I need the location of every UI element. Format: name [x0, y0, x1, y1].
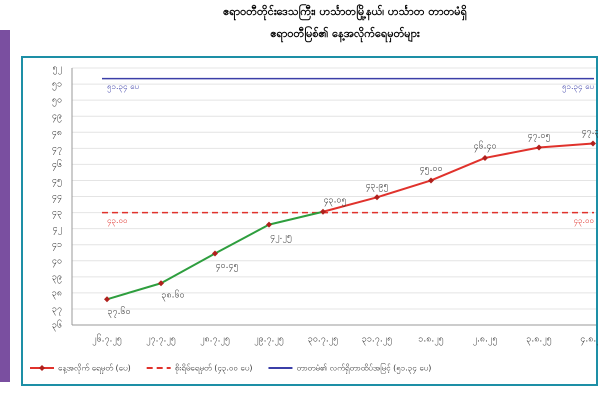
y-tick-label: ၄၈ — [52, 128, 62, 139]
x-tick-label: ၂၉.၇.၂၅ — [254, 335, 284, 346]
y-tick-label: ၄၂ — [53, 224, 62, 235]
line-segment — [214, 223, 270, 255]
line-segment — [268, 210, 324, 226]
data-point — [104, 296, 110, 303]
y-tick-label: ၅၁ — [52, 80, 62, 91]
line-segment — [376, 179, 432, 199]
y-tick-label: ၄၅ — [52, 176, 62, 187]
y-tick-label: ၄၇ — [52, 144, 62, 155]
y-tick-label: ၃၆ — [52, 320, 62, 332]
data-point — [482, 154, 488, 161]
data-point — [536, 144, 542, 151]
reference-label: ၅၁.၃၄ ပေ — [562, 82, 594, 93]
y-tick-label: ၄၁ — [52, 240, 62, 251]
y-tick-label: ၃၇ — [52, 304, 62, 315]
legend-label: စိုးရိမ်ရေမှတ် (၄၃.၀၀ ပေ) — [175, 363, 253, 375]
data-point — [212, 250, 218, 257]
legend-label: နေ့အလိုက် ရေမှတ် (ပေ) — [58, 363, 131, 375]
data-label: ၄၀.၄၅ — [215, 261, 238, 272]
data-point — [590, 140, 596, 147]
line-segment — [160, 252, 216, 285]
line-segment — [430, 157, 486, 182]
y-tick-label: ၄၄ — [52, 192, 62, 203]
line-segment — [106, 282, 162, 301]
data-label: ၄၇.၀၅ — [527, 131, 550, 142]
data-label: ၄၂.၂၅ — [270, 232, 292, 243]
data-point — [320, 208, 326, 215]
legend-marker — [39, 365, 45, 371]
x-tick-label: ၃၀.၇.၂၅ — [308, 335, 338, 346]
legend-label: တာတမံ၏ လက်ရှိတာထိပ်အမြင့် (၅၁.၃၄ ပေ) — [296, 363, 431, 375]
data-label: ၄၃.၀၅ — [323, 195, 346, 206]
chart-frame — [21, 56, 598, 386]
y-tick-label: ၄၀ — [52, 256, 62, 267]
x-tick-label: ၁.၈.၂၅ — [418, 335, 443, 346]
line-segment — [484, 146, 540, 159]
x-tick-label: ၃၁.၇.၂၅ — [362, 335, 392, 346]
chart-title: ဧရာဝတီတိုင်းဒေသကြီး၊ ဟင်္သာတမြို့နယ်၊ ဟင… — [223, 3, 467, 21]
reference-label: ၅၁.၃၄ ပေ — [107, 82, 139, 93]
data-label: ၄၆.၄၀ — [473, 140, 496, 152]
data-point — [428, 177, 434, 184]
reference-label: ၄၃.၀၀ — [573, 216, 594, 227]
x-tick-label: ၂.၈.၂၅ — [473, 335, 498, 346]
data-point — [158, 280, 164, 287]
y-tick-label: ၅၀ — [52, 96, 62, 107]
data-label: ၄၇.၃၀ — [581, 127, 598, 138]
y-tick-label: ၄၉ — [52, 112, 62, 123]
y-tick-label: ၄၆ — [52, 159, 62, 171]
data-label: ၄၃.၉၅ — [365, 181, 388, 192]
x-tick-label: ၂၆.၇.၂၅ — [92, 334, 122, 346]
data-point — [266, 221, 272, 228]
y-tick-label: ၅၂ — [53, 64, 62, 75]
side-bar — [0, 30, 10, 382]
data-label: ၃၈.၆၀ — [161, 290, 184, 302]
x-tick-label: ၃.၈.၂၅ — [526, 335, 551, 346]
data-label: ၄၅.၀၀ — [419, 164, 442, 175]
y-tick-label: ၃၉ — [52, 272, 62, 283]
y-tick-label: ၄၃ — [52, 208, 62, 219]
x-tick-label: ၂၇.၇.၂၅ — [146, 335, 176, 346]
line-segment — [538, 142, 594, 149]
y-tick-label: ၃၈ — [52, 288, 62, 299]
reference-label: ၄၃.၀၀ — [107, 216, 128, 227]
x-tick-label: ၄.၈.၂၅ — [580, 335, 598, 346]
chart-subtitle: ဧရာဝတီမြစ်၏ နေ့အလိုက်ရေမှတ်များ — [270, 25, 421, 43]
data-point — [374, 194, 380, 201]
data-label: ၃၇.၆၀ — [107, 306, 130, 318]
x-tick-label: ၂၈.၇.၂၅ — [200, 335, 230, 346]
line-segment — [322, 196, 378, 213]
